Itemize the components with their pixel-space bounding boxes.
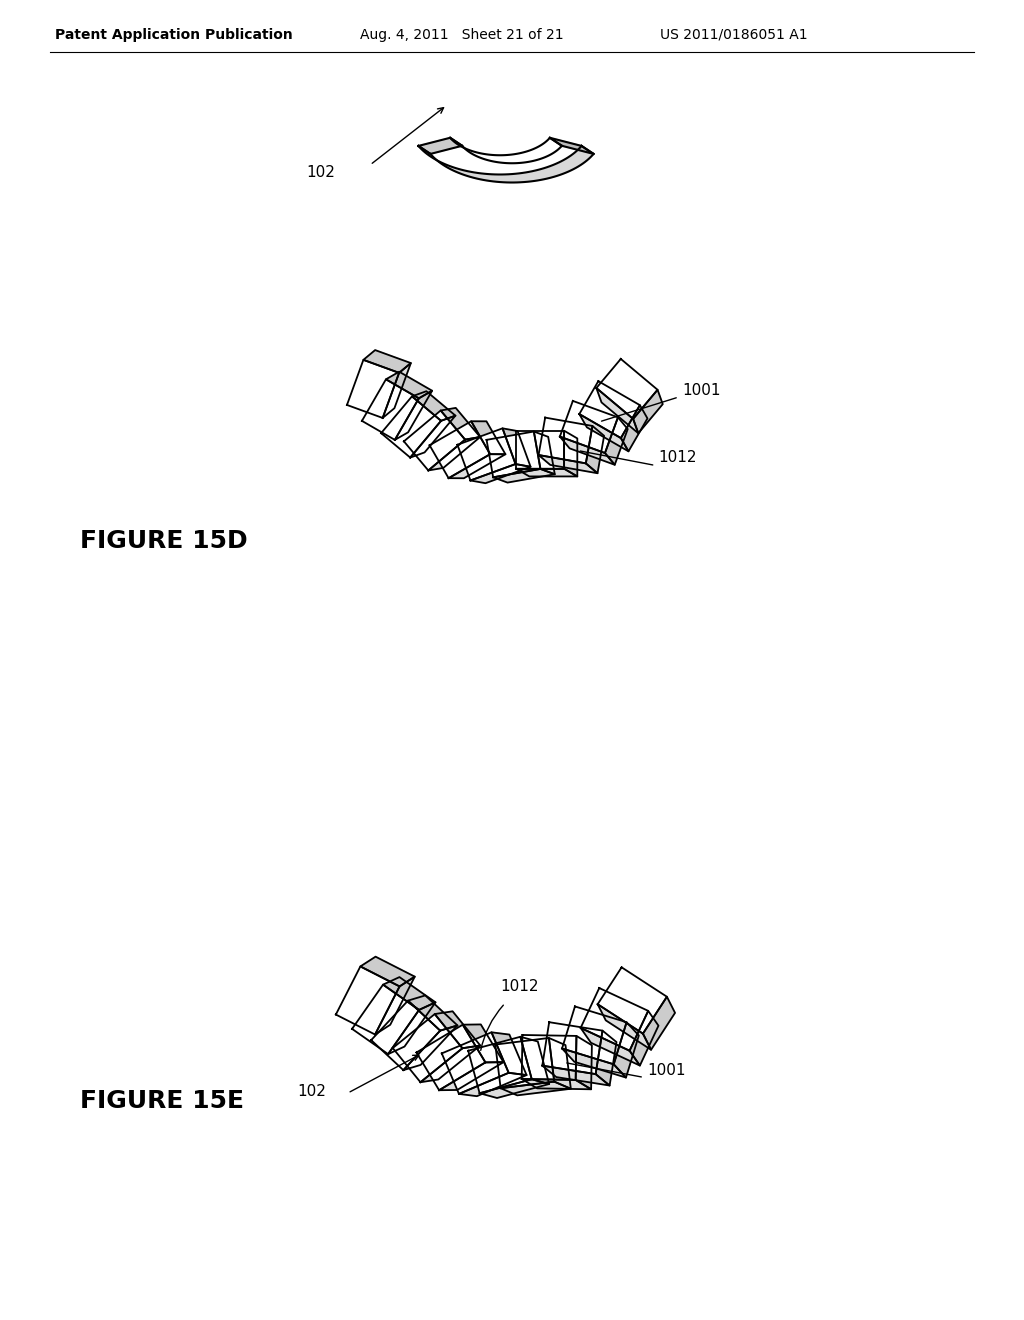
Polygon shape	[449, 454, 506, 478]
Polygon shape	[560, 401, 617, 453]
Text: 1001: 1001	[682, 383, 721, 397]
Polygon shape	[470, 465, 530, 483]
Polygon shape	[383, 977, 435, 1010]
Polygon shape	[581, 989, 648, 1051]
Polygon shape	[468, 1036, 531, 1093]
Polygon shape	[586, 426, 604, 474]
Polygon shape	[408, 995, 458, 1031]
Polygon shape	[419, 147, 594, 182]
Polygon shape	[459, 1073, 526, 1096]
Polygon shape	[395, 391, 432, 440]
Polygon shape	[388, 1002, 435, 1055]
Polygon shape	[520, 1036, 549, 1084]
Polygon shape	[441, 1032, 509, 1094]
Polygon shape	[371, 1001, 440, 1071]
Polygon shape	[534, 432, 555, 474]
Polygon shape	[521, 1035, 577, 1080]
Polygon shape	[549, 1038, 570, 1089]
Polygon shape	[419, 137, 582, 174]
Polygon shape	[630, 1011, 658, 1065]
Polygon shape	[501, 1081, 570, 1096]
Polygon shape	[613, 1022, 639, 1077]
Polygon shape	[352, 985, 419, 1055]
Polygon shape	[550, 137, 594, 154]
Polygon shape	[471, 421, 506, 454]
Polygon shape	[503, 429, 530, 467]
Polygon shape	[539, 455, 598, 474]
Polygon shape	[633, 389, 663, 433]
Polygon shape	[393, 1014, 463, 1082]
Text: FIGURE 15E: FIGURE 15E	[80, 1089, 244, 1113]
Polygon shape	[417, 1024, 485, 1090]
Polygon shape	[347, 360, 399, 418]
Polygon shape	[598, 1005, 651, 1049]
Text: FIGURE 15D: FIGURE 15D	[80, 529, 248, 553]
Polygon shape	[412, 391, 456, 421]
Polygon shape	[492, 1032, 526, 1074]
Text: 1001: 1001	[647, 1064, 685, 1078]
Polygon shape	[643, 997, 675, 1049]
Polygon shape	[605, 417, 628, 465]
Polygon shape	[580, 381, 640, 438]
Polygon shape	[543, 1065, 609, 1085]
Polygon shape	[375, 977, 415, 1035]
Polygon shape	[575, 1036, 592, 1089]
Polygon shape	[596, 388, 638, 433]
Polygon shape	[439, 1063, 504, 1090]
Polygon shape	[403, 411, 465, 470]
Polygon shape	[596, 1031, 616, 1085]
Polygon shape	[486, 432, 541, 478]
Polygon shape	[360, 957, 415, 986]
Polygon shape	[383, 363, 411, 418]
Polygon shape	[598, 968, 667, 1034]
Polygon shape	[580, 414, 629, 451]
Polygon shape	[428, 437, 480, 470]
Polygon shape	[364, 350, 411, 372]
Polygon shape	[458, 429, 515, 480]
Polygon shape	[411, 416, 456, 458]
Polygon shape	[564, 430, 578, 477]
Polygon shape	[494, 469, 555, 483]
Polygon shape	[496, 1038, 554, 1088]
Polygon shape	[381, 396, 441, 458]
Polygon shape	[419, 137, 462, 154]
Text: 102: 102	[306, 165, 335, 180]
Polygon shape	[435, 1011, 480, 1048]
Polygon shape	[440, 408, 480, 440]
Polygon shape	[539, 417, 593, 463]
Polygon shape	[621, 405, 647, 451]
Text: 102: 102	[298, 1084, 327, 1100]
Polygon shape	[562, 1006, 627, 1064]
Polygon shape	[516, 469, 578, 477]
Polygon shape	[562, 1048, 626, 1077]
Polygon shape	[361, 379, 419, 440]
Polygon shape	[336, 966, 399, 1035]
Polygon shape	[581, 1028, 640, 1065]
Polygon shape	[543, 1022, 602, 1074]
Polygon shape	[386, 372, 432, 399]
Polygon shape	[403, 1026, 458, 1071]
Polygon shape	[479, 1080, 549, 1098]
Text: 1012: 1012	[658, 450, 697, 466]
Polygon shape	[596, 359, 657, 418]
Text: US 2011/0186051 A1: US 2011/0186051 A1	[660, 28, 808, 42]
Polygon shape	[463, 1024, 504, 1063]
Polygon shape	[430, 421, 490, 478]
Polygon shape	[516, 430, 564, 469]
Polygon shape	[521, 1078, 591, 1089]
Polygon shape	[421, 1045, 480, 1082]
Text: Aug. 4, 2011   Sheet 21 of 21: Aug. 4, 2011 Sheet 21 of 21	[360, 28, 563, 42]
Polygon shape	[560, 437, 614, 465]
Text: Patent Application Publication: Patent Application Publication	[55, 28, 293, 42]
Text: 1012: 1012	[501, 979, 539, 994]
